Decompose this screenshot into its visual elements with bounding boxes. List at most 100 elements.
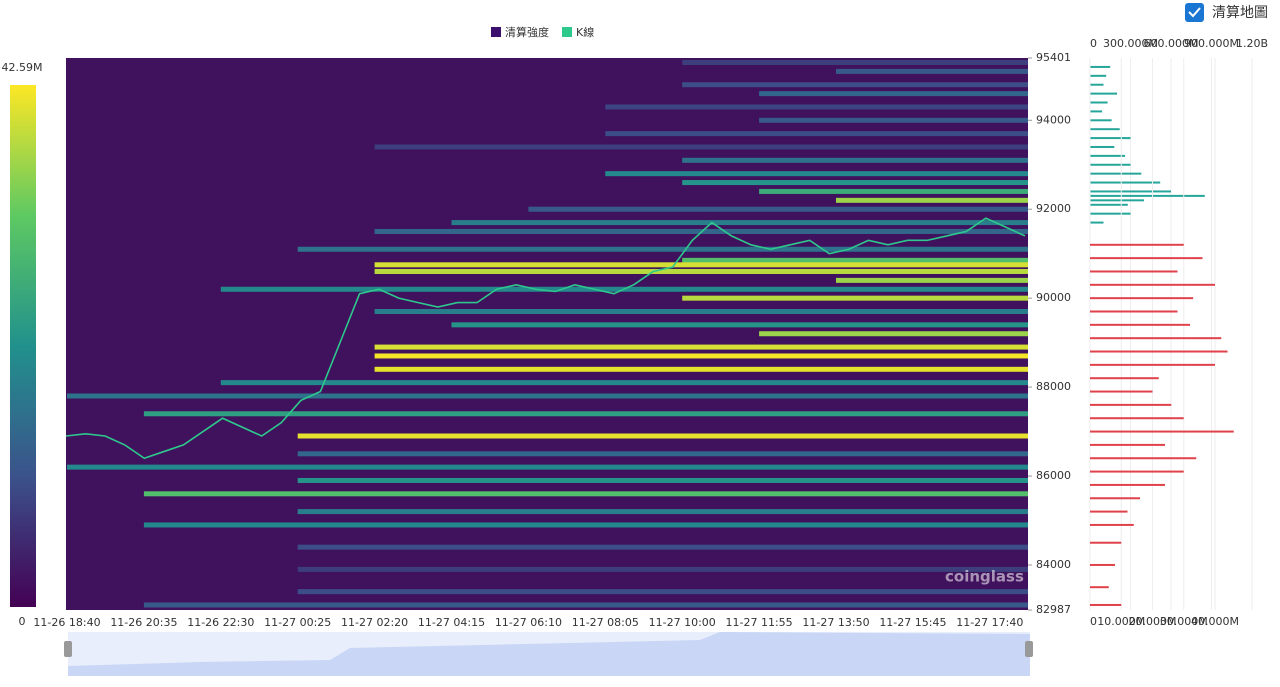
side-tick-label: 30.000M bbox=[1160, 615, 1208, 628]
heat-band bbox=[605, 171, 1028, 177]
heat-band bbox=[682, 295, 1028, 301]
heat-band bbox=[297, 544, 1028, 550]
heat-band bbox=[143, 491, 1028, 497]
legend-label[interactable]: K線 bbox=[576, 25, 594, 39]
liquidation-bar bbox=[1090, 101, 1108, 104]
heat-band bbox=[297, 433, 1028, 439]
y-tick-label: 95401 bbox=[1036, 51, 1071, 64]
heat-band bbox=[374, 353, 1029, 359]
navigator-area bbox=[68, 632, 1030, 676]
liquidation-bar bbox=[1090, 337, 1222, 340]
liquidation-bar bbox=[1090, 363, 1215, 366]
side-tick-label: 40.000M bbox=[1191, 615, 1239, 628]
liquidation-bar bbox=[1090, 270, 1178, 273]
liquidation-bar bbox=[1090, 92, 1117, 95]
heat-band bbox=[682, 157, 1028, 163]
legend-swatch bbox=[562, 27, 572, 37]
heat-band bbox=[682, 180, 1028, 186]
liquidation-bar bbox=[1090, 430, 1234, 433]
x-tick-label: 11-27 17:40 bbox=[956, 616, 1023, 629]
heat-band bbox=[451, 220, 1028, 226]
x-tick-label: 11-27 06:10 bbox=[495, 616, 562, 629]
liquidation-bar bbox=[1090, 443, 1165, 446]
legend-label[interactable]: 清算強度 bbox=[505, 25, 549, 39]
liquidation-bar bbox=[1090, 497, 1140, 500]
liquidation-bar bbox=[1090, 297, 1194, 300]
navigator-handle[interactable] bbox=[1025, 641, 1033, 657]
colorbar-max: 42.59M bbox=[2, 61, 43, 74]
heat-band bbox=[836, 197, 1028, 203]
liquidation-bar bbox=[1090, 65, 1111, 68]
side-tick-label: 300.000M bbox=[1103, 37, 1158, 50]
heat-band bbox=[374, 366, 1029, 372]
y-tick-label: 82987 bbox=[1036, 603, 1071, 616]
x-tick-label: 11-27 11:55 bbox=[726, 616, 793, 629]
heat-band bbox=[297, 566, 1028, 572]
side-tick-label: 600.000M bbox=[1144, 37, 1199, 50]
k-line bbox=[65, 217, 1026, 460]
heat-band bbox=[67, 464, 1028, 470]
check-icon bbox=[1188, 7, 1201, 18]
heat-band bbox=[374, 262, 1029, 268]
liquidation-bar bbox=[1090, 457, 1197, 460]
watermark: coinglass bbox=[945, 568, 1024, 586]
heat-band bbox=[759, 91, 1028, 97]
x-tick-label: 11-27 15:45 bbox=[879, 616, 946, 629]
heat-band bbox=[682, 257, 1028, 263]
liquidation-bar bbox=[1090, 163, 1131, 166]
liquidation-bar bbox=[1090, 190, 1171, 193]
liquidation-bar bbox=[1090, 199, 1144, 202]
liquidation-bar bbox=[1090, 243, 1184, 246]
liquidation-bar bbox=[1090, 403, 1172, 406]
liquidation-bar bbox=[1090, 194, 1205, 197]
heat-band bbox=[297, 477, 1028, 483]
liquidation-bar bbox=[1090, 128, 1120, 131]
heat-band bbox=[143, 411, 1028, 417]
side-tick-label: 0 bbox=[1090, 615, 1097, 628]
y-tick-label: 92000 bbox=[1036, 202, 1071, 215]
liquidation-bar bbox=[1090, 119, 1112, 122]
liquidation-bar bbox=[1090, 483, 1165, 486]
liquidation-bar bbox=[1090, 586, 1109, 589]
side-tick-label: 0 bbox=[1090, 37, 1097, 50]
heat-band bbox=[374, 144, 1029, 150]
y-tick-label: 86000 bbox=[1036, 469, 1071, 482]
heat-band bbox=[143, 522, 1028, 528]
liquidation-bar bbox=[1090, 523, 1134, 526]
heat-band bbox=[67, 393, 1028, 399]
heat-band bbox=[374, 268, 1029, 274]
heat-band bbox=[836, 68, 1028, 74]
liquidation-bar bbox=[1090, 310, 1178, 313]
liquidation-bar bbox=[1090, 510, 1128, 513]
heat-band bbox=[297, 246, 1028, 252]
heat-band bbox=[759, 117, 1028, 123]
x-tick-label: 11-27 08:05 bbox=[572, 616, 639, 629]
liquidation-bar bbox=[1090, 137, 1131, 140]
toggle-label[interactable]: 清算地圖 bbox=[1212, 5, 1268, 21]
liquidation-bar bbox=[1090, 350, 1228, 353]
liquidation-bar bbox=[1090, 145, 1115, 148]
heat-band bbox=[605, 131, 1028, 137]
x-tick-label: 11-27 00:25 bbox=[264, 616, 331, 629]
heat-band bbox=[374, 309, 1029, 315]
liquidation-bar bbox=[1090, 283, 1215, 286]
liquidation-bar bbox=[1090, 212, 1131, 215]
liquidation-bar bbox=[1090, 417, 1184, 420]
liquidation-bar bbox=[1090, 541, 1122, 544]
heat-band bbox=[143, 602, 1028, 608]
colorbar-min: 0 bbox=[19, 615, 26, 628]
y-tick-label: 94000 bbox=[1036, 113, 1071, 126]
heat-band bbox=[297, 509, 1028, 515]
liquidation-bar bbox=[1090, 181, 1161, 184]
heat-band bbox=[297, 451, 1028, 457]
heat-band bbox=[682, 82, 1028, 88]
checkbox[interactable] bbox=[1185, 3, 1204, 22]
x-tick-label: 11-26 22:30 bbox=[187, 616, 254, 629]
x-tick-label: 11-26 18:40 bbox=[33, 616, 100, 629]
side-tick-label: 10.000M bbox=[1097, 615, 1145, 628]
liquidation-bar bbox=[1090, 172, 1142, 175]
navigator-handle[interactable] bbox=[64, 641, 72, 657]
x-tick-label: 11-26 20:35 bbox=[110, 616, 177, 629]
heat-band bbox=[297, 589, 1028, 595]
